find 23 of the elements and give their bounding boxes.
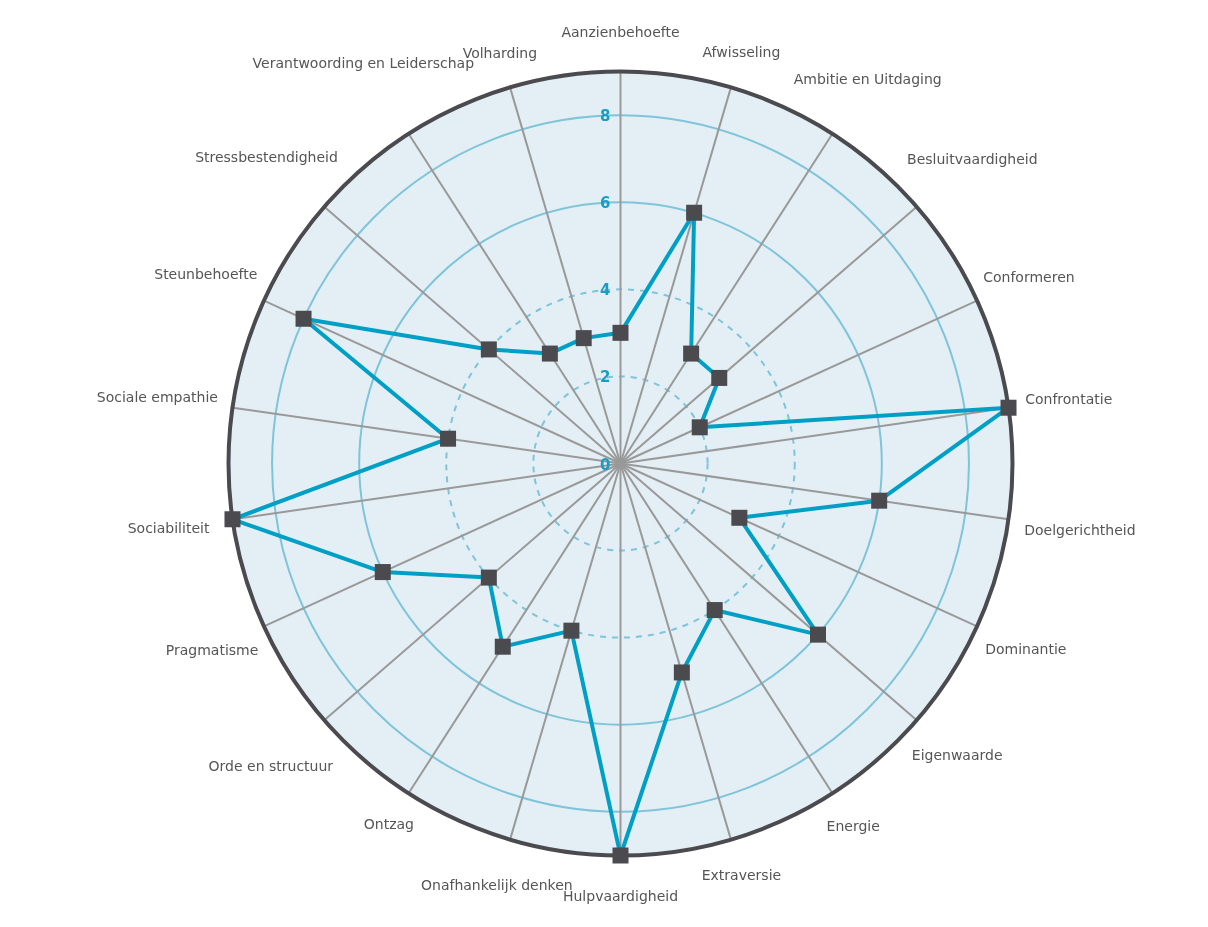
spoke-label: Conformeren	[983, 268, 1075, 285]
spoke-label: Ambitie en Uitdaging	[793, 70, 942, 87]
y-tick-label: 2	[600, 368, 611, 387]
spoke-label: Eigenwaarde	[911, 747, 1003, 764]
spoke-label: Ontzag	[363, 815, 414, 832]
spoke-label: Confrontatie	[1025, 391, 1113, 408]
spoke-label: Doelgerichtheid	[1024, 521, 1136, 538]
spoke-label: Extraversie	[701, 867, 782, 884]
spoke-label: Dominantie	[985, 640, 1067, 657]
spoke-label: Orde en structuur	[208, 758, 334, 775]
y-tick-label: 6	[600, 194, 611, 213]
spoke-label: Aanzienbehoefte	[561, 23, 680, 40]
spoke-label: Afwisseling	[702, 43, 781, 60]
y-tick-label: 8	[600, 107, 611, 126]
y-tick-label: 4	[600, 281, 611, 300]
spoke-label: Sociale empathie	[96, 388, 218, 405]
y-tick-label: 0	[600, 455, 611, 474]
spoke-label: Pragmatisme	[165, 642, 259, 659]
spoke-label: Steunbehoefte	[154, 266, 258, 283]
spoke-label: Sociabiliteit	[127, 520, 210, 537]
spoke-label: Besluitvaardigheid	[907, 150, 1038, 167]
spoke-label: Energie	[826, 817, 880, 834]
spoke-label: Stressbestendigheid	[195, 148, 338, 165]
